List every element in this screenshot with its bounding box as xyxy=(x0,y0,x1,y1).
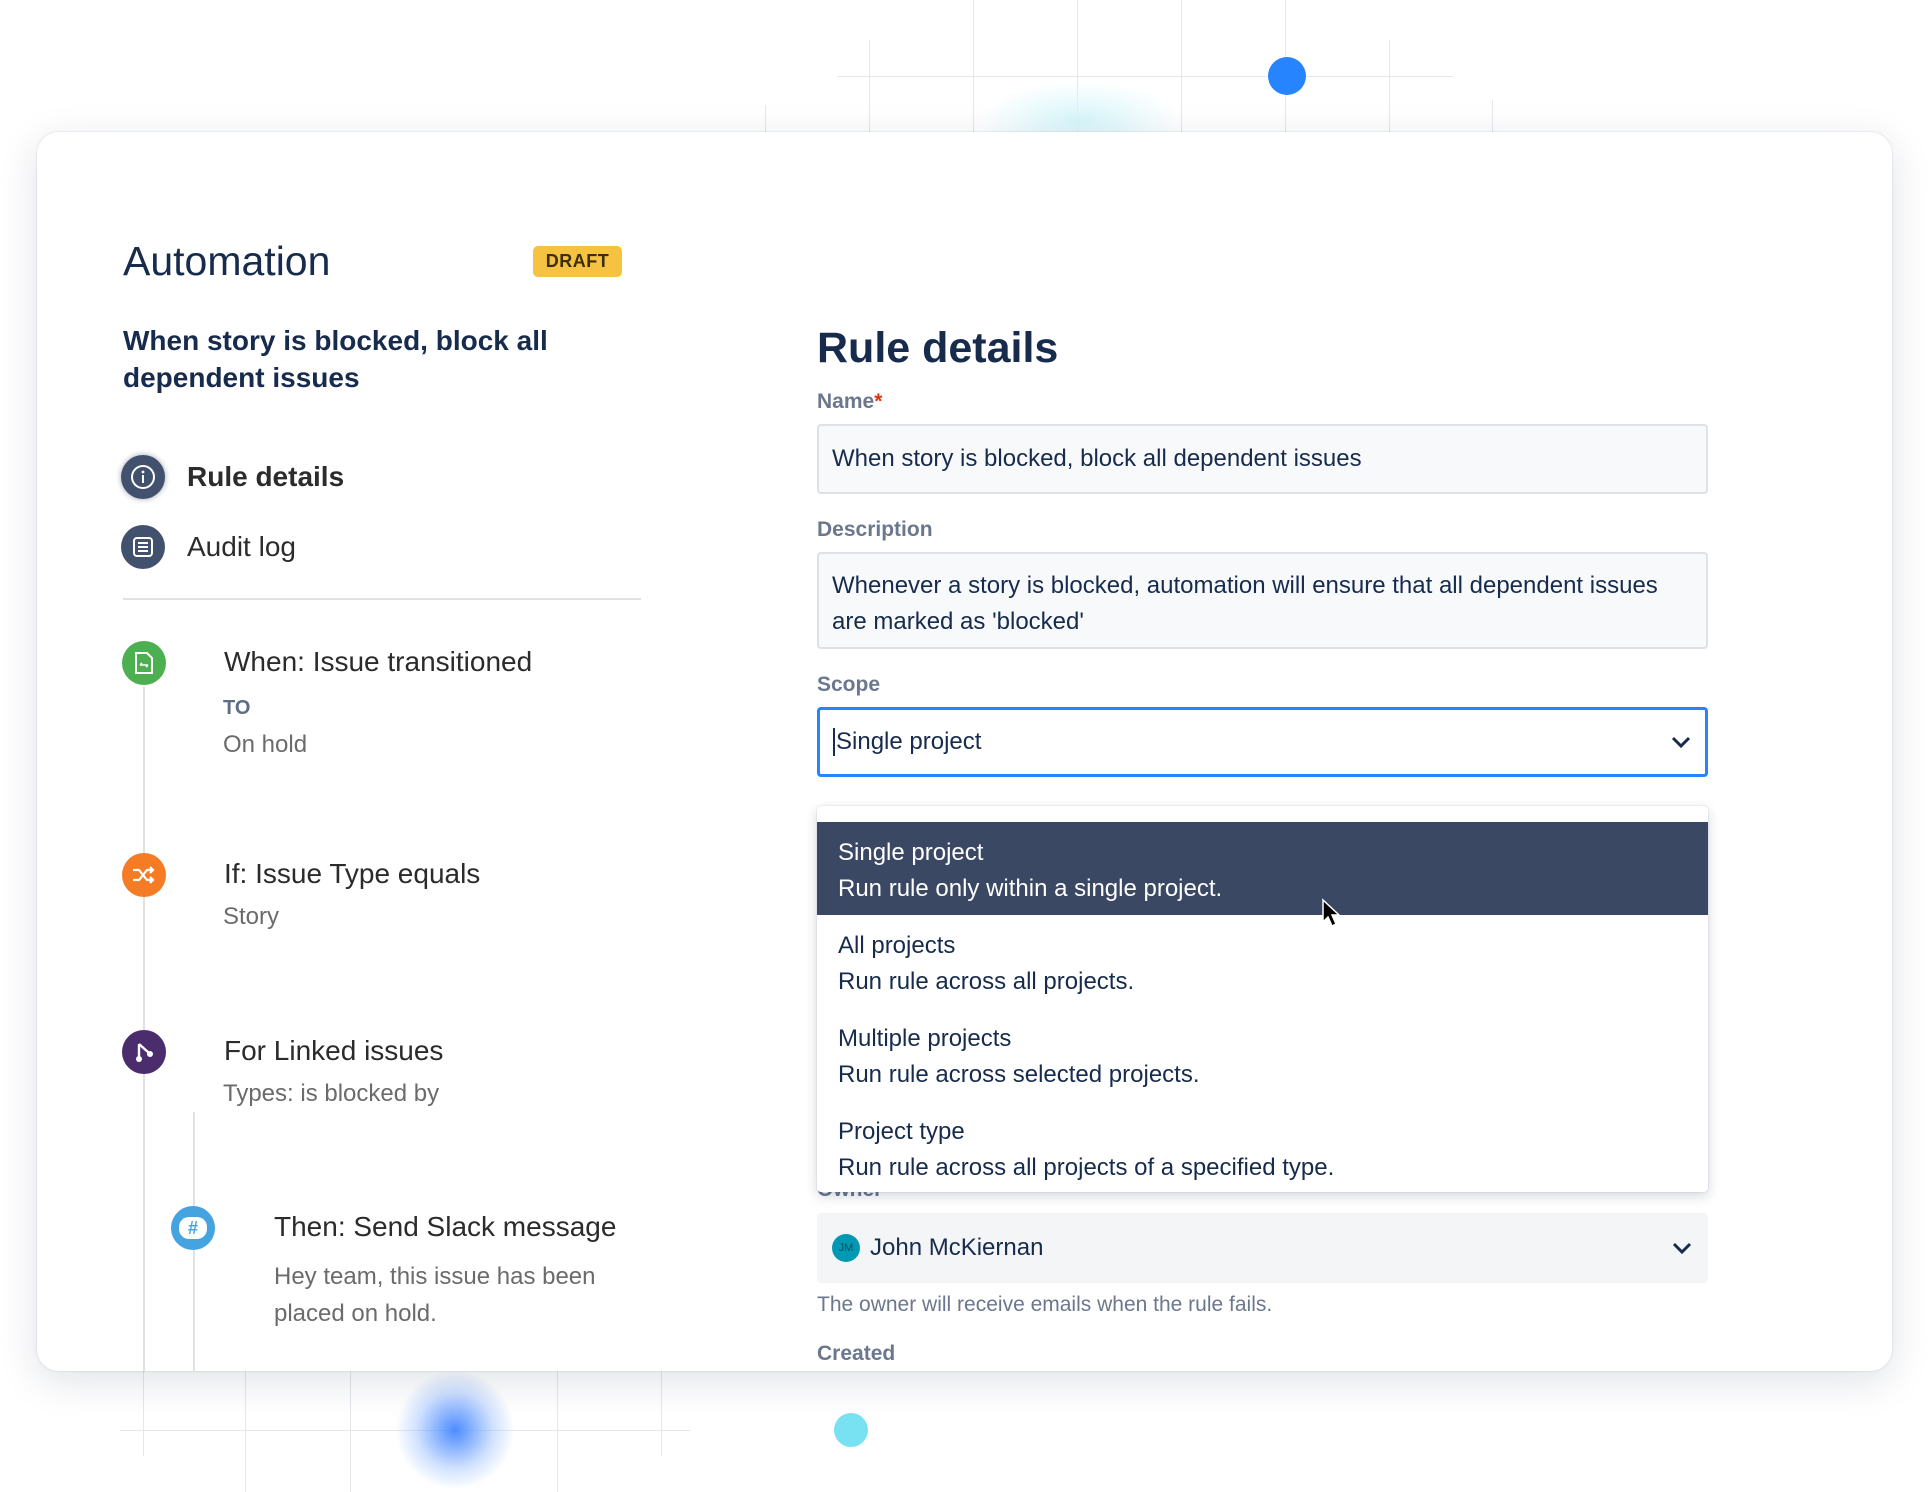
shuffle-icon xyxy=(122,853,166,897)
scope-option-project-type[interactable]: Project type Run rule across all projects… xyxy=(838,1118,1335,1181)
info-icon xyxy=(121,455,165,499)
scope-select[interactable]: Single project xyxy=(817,707,1708,777)
blue-dot xyxy=(1268,57,1306,95)
nav-item-audit-log[interactable]: Audit log xyxy=(121,525,296,569)
scope-option-single-project[interactable]: Single project Run rule only within a sin… xyxy=(817,822,1708,915)
step-value: Types: is blocked by xyxy=(223,1080,440,1107)
mouse-cursor-icon xyxy=(1322,898,1341,928)
nav-label: Rule details xyxy=(187,461,345,492)
step-title: When: Issue transitioned xyxy=(224,646,533,677)
slack-icon: # xyxy=(171,1206,215,1250)
nav-label: Audit log xyxy=(187,531,296,562)
list-icon xyxy=(121,525,165,569)
cyan-dot xyxy=(834,1413,868,1447)
step-value: Story xyxy=(223,903,280,930)
scope-value: Single project xyxy=(833,728,981,756)
scope-option-multiple-projects[interactable]: Multiple projects Run rule across selecte… xyxy=(838,1025,1200,1088)
rule-name-heading: When story is blocked, block all depende… xyxy=(123,325,548,393)
avatar: JM xyxy=(832,1234,860,1262)
step-title: For Linked issues xyxy=(224,1035,444,1066)
form-heading: Rule details xyxy=(817,324,1059,372)
owner-help-text: The owner will receive emails when the r… xyxy=(817,1293,1273,1316)
name-label: Name* xyxy=(817,390,883,413)
description-label: Description xyxy=(817,518,933,541)
step-value: Hey team, this issue has been placed on … xyxy=(274,1263,596,1327)
created-label: Created xyxy=(817,1342,896,1365)
branch-icon xyxy=(122,1030,166,1074)
status-badge: DRAFT xyxy=(533,246,622,277)
name-input[interactable]: When story is blocked, block all depende… xyxy=(817,424,1708,494)
issue-transition-icon xyxy=(122,641,166,685)
scope-dropdown-menu: Single project Run rule only within a sin… xyxy=(817,806,1708,1192)
step-label: TO xyxy=(223,697,251,719)
scope-label: Scope xyxy=(817,673,881,696)
step-title: Then: Send Slack message xyxy=(274,1211,617,1242)
chevron-down-icon xyxy=(1671,736,1691,749)
step-title: If: Issue Type equals xyxy=(224,858,481,889)
chevron-down-icon xyxy=(1672,1242,1692,1255)
description-input[interactable]: Whenever a story is blocked, automation … xyxy=(817,552,1708,649)
owner-select[interactable]: JM John McKiernan xyxy=(817,1213,1708,1283)
nav-item-rule-details[interactable]: Rule details xyxy=(121,455,344,499)
owner-value: John McKiernan xyxy=(870,1234,1044,1261)
page-title: Automation xyxy=(123,238,331,284)
divider xyxy=(123,598,641,600)
automation-card: Automation DRAFT When story is blocked, … xyxy=(37,132,1892,1371)
step-value: On hold xyxy=(223,731,308,758)
scope-option-all-projects[interactable]: All projects Run rule across all projects… xyxy=(838,932,1135,995)
